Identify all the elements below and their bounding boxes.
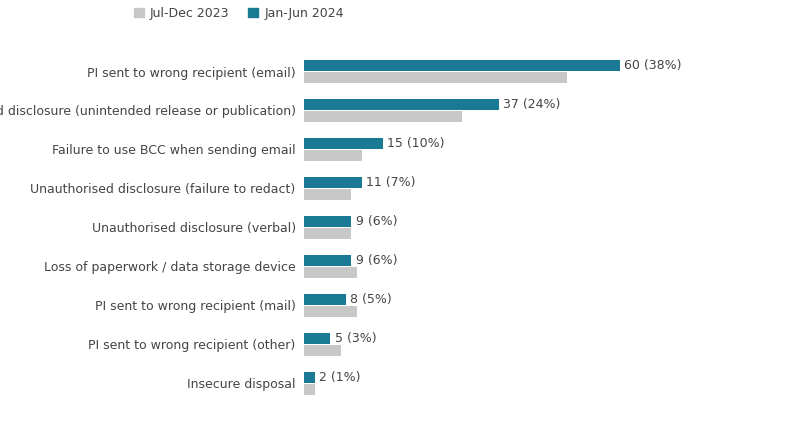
Text: 15 (10%): 15 (10%) [387,137,445,150]
Bar [304,294,346,305]
Text: 8 (5%): 8 (5%) [350,293,392,306]
Text: 9 (6%): 9 (6%) [356,254,397,267]
Text: 11 (7%): 11 (7%) [366,176,416,189]
Bar [304,345,341,355]
Bar [304,216,351,227]
Text: 60 (38%): 60 (38%) [624,59,682,72]
Bar [304,372,314,382]
Bar [304,333,330,344]
Bar [304,138,383,149]
Bar [304,111,462,122]
Bar [304,189,351,200]
Bar [304,228,351,239]
Bar [304,267,357,278]
Text: 5 (3%): 5 (3%) [334,332,376,345]
Text: 9 (6%): 9 (6%) [356,215,397,228]
Text: 2 (1%): 2 (1%) [318,371,360,384]
Text: 37 (24%): 37 (24%) [503,98,561,111]
Bar [304,384,314,394]
Bar [304,99,499,110]
Bar [304,72,567,83]
Bar [304,150,362,161]
Bar [304,255,351,266]
Bar [304,60,620,71]
Bar [304,306,357,317]
Legend: Jul-Dec 2023, Jan-Jun 2024: Jul-Dec 2023, Jan-Jun 2024 [129,2,349,25]
Bar [304,177,362,188]
